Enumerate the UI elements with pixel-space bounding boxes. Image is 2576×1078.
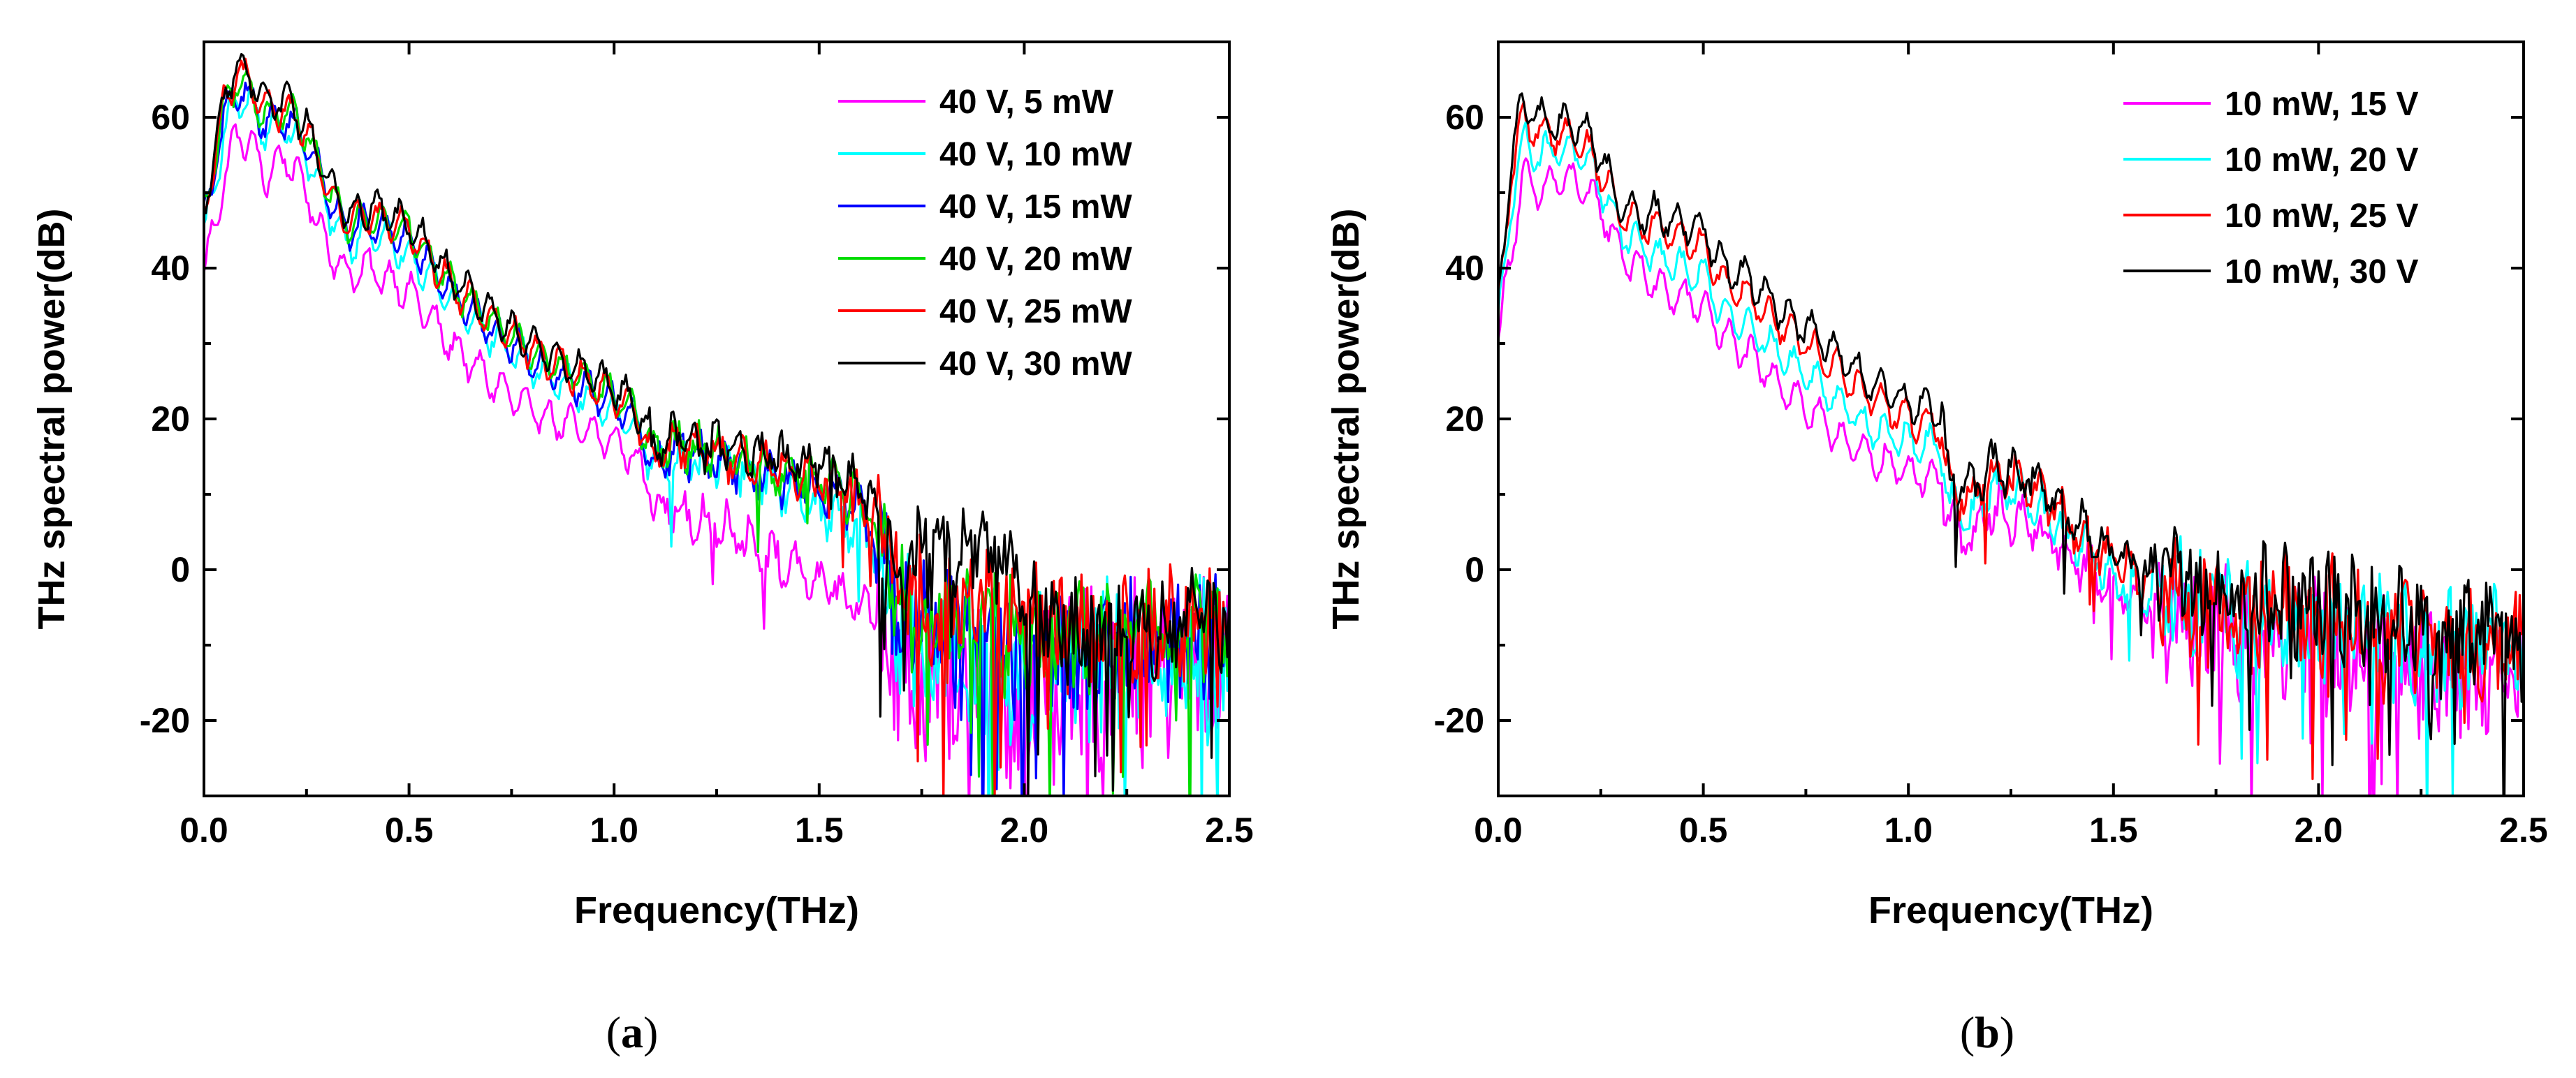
x-tick-label: 0.5 [385, 811, 434, 850]
y-axis: -20 0 20 40 60 [1434, 40, 2524, 740]
legend-label: 40 V, 5 mW [939, 84, 1114, 121]
legend-label: 10 mW, 30 V [2225, 253, 2418, 290]
panel-label: (a) [606, 1007, 659, 1057]
y-tick-label: -20 [140, 701, 190, 740]
panel-label-letter: b [1975, 1007, 2000, 1057]
series-line-4 [204, 67, 1229, 796]
y-axis-title: THz spectral power(dB) [31, 208, 73, 629]
chart-panel-a: 0.0 0.5 1.0 1.5 2.0 2.5 -20 0 20 40 60 Frequency(TH… [31, 40, 1254, 1057]
series-line-1 [1498, 157, 2524, 796]
legend-label: 40 V, 15 mW [939, 189, 1132, 226]
x-axis-title: Frequency(THz) [574, 889, 859, 931]
panel-label-open: ( [1960, 1007, 1975, 1057]
x-axis: 0.0 0.5 1.0 1.5 2.0 2.5 [180, 42, 1254, 850]
series-group [1498, 92, 2524, 796]
series-line-2 [1498, 120, 2524, 796]
series-line-3 [1498, 101, 2524, 781]
y-tick-label: 0 [1465, 550, 1484, 589]
x-axis: 0.0 0.5 1.0 1.5 2.0 2.5 [1474, 42, 2548, 850]
legend-label: 10 mW, 15 V [2225, 86, 2418, 123]
series-line-1 [204, 123, 1229, 796]
legend-label: 10 mW, 20 V [2225, 142, 2418, 179]
chart-panel-b: 0.0 0.5 1.0 1.5 2.0 2.5 -20 0 20 40 60 Frequency(TH… [1325, 40, 2548, 1057]
y-tick-label: 60 [1445, 98, 1484, 137]
series-group [204, 52, 1229, 796]
panel-label-close: ) [643, 1007, 658, 1057]
series-line-4 [1498, 92, 2524, 796]
panel-label-letter: a [621, 1007, 643, 1057]
x-tick-label: 0.0 [1474, 811, 1523, 850]
x-tick-label: 1.0 [1884, 811, 1933, 850]
y-tick-label: -20 [1434, 701, 1484, 740]
y-axis-title: THz spectral power(dB) [1325, 208, 1367, 629]
x-tick-label: 1.5 [795, 811, 844, 850]
legend: 10 mW, 15 V 10 mW, 20 V 10 mW, 25 V 10 mW, … [2123, 86, 2418, 290]
legend-label: 40 V, 30 mW [939, 346, 1132, 383]
y-tick-label: 40 [151, 249, 190, 288]
y-tick-label: 40 [1445, 249, 1484, 288]
legend-label: 40 V, 10 mW [939, 136, 1132, 173]
panel-label-close: ) [2000, 1007, 2014, 1057]
legend-label: 10 mW, 25 V [2225, 198, 2418, 235]
y-axis: -20 0 20 40 60 [140, 40, 1229, 740]
y-tick-label: 20 [151, 399, 190, 438]
y-tick-label: 0 [170, 550, 190, 589]
panel-label-open: ( [606, 1007, 621, 1057]
x-tick-label: 2.5 [1205, 811, 1254, 850]
x-tick-label: 2.0 [1000, 811, 1049, 850]
x-tick-label: 2.5 [2499, 811, 2548, 850]
x-tick-label: 1.0 [590, 811, 638, 850]
x-tick-label: 0.5 [1679, 811, 1728, 850]
y-tick-label: 20 [1445, 399, 1484, 438]
legend-label: 40 V, 20 mW [939, 241, 1132, 278]
panel-label: (b) [1960, 1007, 2014, 1057]
y-tick-label: 60 [151, 98, 190, 137]
x-axis-title: Frequency(THz) [1868, 889, 2153, 931]
x-tick-label: 2.0 [2295, 811, 2343, 850]
legend-label: 40 V, 25 mW [939, 293, 1132, 330]
series-line-6 [204, 52, 1229, 796]
legend: 40 V, 5 mW 40 V, 10 mW 40 V, 15 mW 40 V, 20… [838, 84, 1132, 383]
x-tick-label: 1.5 [2089, 811, 2138, 850]
x-tick-label: 0.0 [180, 811, 228, 850]
